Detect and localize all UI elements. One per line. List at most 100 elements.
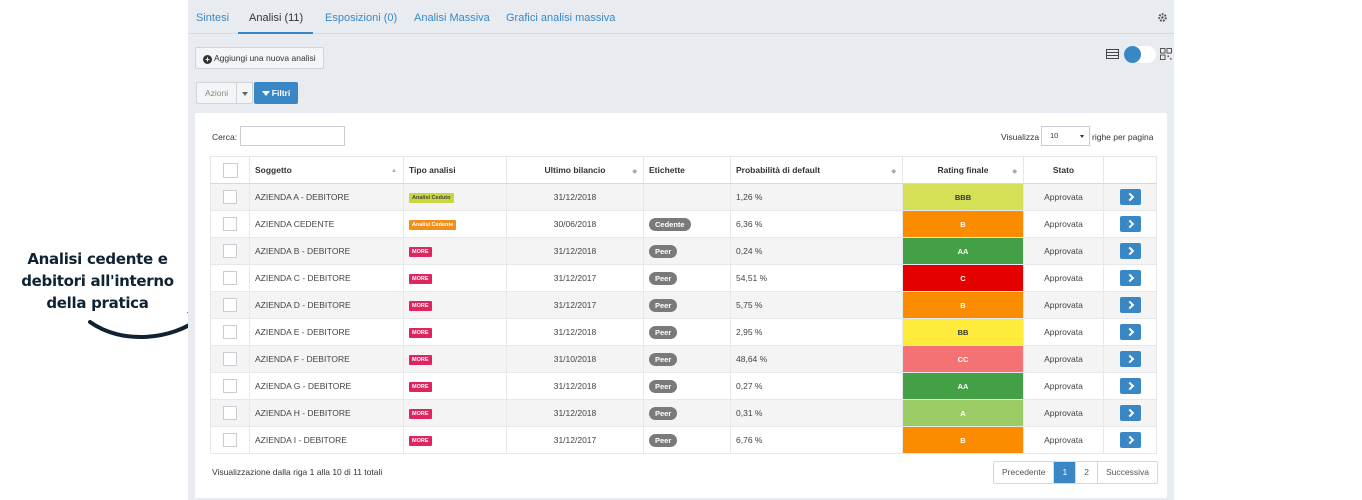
select-all-header bbox=[210, 156, 250, 184]
label-badge: Peer bbox=[649, 406, 678, 420]
cell-rating: B bbox=[902, 210, 1024, 238]
open-analysis-button[interactable] bbox=[1119, 243, 1141, 259]
tab-esposizioni[interactable]: Esposizioni (0) bbox=[325, 12, 398, 24]
header-rating-finale[interactable]: Rating finale ◆ bbox=[902, 156, 1024, 184]
pagination-info: Visualizzazione dalla riga 1 alla 10 di … bbox=[212, 467, 383, 477]
cell-stato: Approvata bbox=[1023, 399, 1104, 427]
page-size-label: Visualizza bbox=[1001, 132, 1040, 142]
table-row: AZIENDA A - DEBITORE Analisi Ceduto 31/12/… bbox=[210, 183, 1157, 211]
open-analysis-button[interactable] bbox=[1119, 351, 1141, 367]
annotation-line: Analisi cedente e bbox=[27, 250, 168, 268]
cell-probabilita: 6,76 % bbox=[730, 426, 903, 454]
open-analysis-button[interactable] bbox=[1119, 216, 1141, 232]
pagination-next[interactable]: Successiva bbox=[1096, 462, 1157, 483]
cell-action bbox=[1103, 183, 1157, 211]
analysis-type-badge: MORE bbox=[409, 382, 432, 392]
sort-icon: ◆ bbox=[632, 169, 637, 175]
open-analysis-button[interactable] bbox=[1119, 378, 1141, 394]
plus-circle-icon: + bbox=[203, 55, 212, 64]
tab-sintesi[interactable]: Sintesi bbox=[196, 12, 230, 24]
tab-analisi-massiva[interactable]: Analisi Massiva bbox=[414, 12, 490, 24]
label-badge: Peer bbox=[649, 352, 678, 366]
filtri-button[interactable]: Filtri bbox=[254, 82, 298, 104]
cell-probabilita: 0,31 % bbox=[730, 399, 903, 427]
open-analysis-button[interactable] bbox=[1119, 432, 1141, 448]
cell-soggetto: AZIENDA A - DEBITORE bbox=[249, 183, 404, 211]
filter-icon bbox=[261, 91, 270, 96]
row-checkbox[interactable] bbox=[223, 433, 237, 447]
add-analysis-button[interactable]: + Aggiungi una nuova analisi bbox=[195, 47, 324, 69]
add-analysis-label: Aggiungi una nuova analisi bbox=[214, 53, 316, 63]
annotation-line: della pratica bbox=[46, 294, 149, 312]
pagination-prev[interactable]: Precedente bbox=[1002, 467, 1046, 477]
cell-stato: Approvata bbox=[1023, 345, 1104, 373]
view-switch bbox=[1106, 46, 1172, 64]
row-checkbox[interactable] bbox=[223, 244, 237, 258]
cell-action bbox=[1103, 237, 1157, 265]
analysis-type-badge: Analisi Ceduto bbox=[409, 193, 454, 203]
table-row: AZIENDA C - DEBITORE MORE 31/12/2017 Peer 54… bbox=[210, 264, 1157, 292]
row-checkbox[interactable] bbox=[223, 217, 237, 231]
row-checkbox[interactable] bbox=[223, 406, 237, 420]
open-analysis-button[interactable] bbox=[1119, 270, 1141, 286]
cell-tipo-analisi: MORE bbox=[403, 291, 507, 319]
grid-view-icon[interactable] bbox=[1160, 48, 1172, 60]
view-toggle[interactable] bbox=[1124, 46, 1156, 63]
row-checkbox[interactable] bbox=[223, 325, 237, 339]
label-badge: Peer bbox=[649, 433, 678, 447]
row-select-cell bbox=[210, 426, 250, 454]
label-badge: Peer bbox=[649, 271, 678, 285]
table-row: AZIENDA D - DEBITORE MORE 31/12/2017 Peer 5,… bbox=[210, 291, 1157, 319]
header-tipo-analisi: Tipo analisi bbox=[403, 156, 507, 184]
row-checkbox[interactable] bbox=[223, 190, 237, 204]
row-checkbox[interactable] bbox=[223, 298, 237, 312]
open-analysis-button[interactable] bbox=[1119, 297, 1141, 313]
caret-down-icon bbox=[1080, 135, 1084, 138]
row-checkbox[interactable] bbox=[223, 379, 237, 393]
cell-stato: Approvata bbox=[1023, 264, 1104, 292]
cell-rating: CC bbox=[902, 345, 1024, 373]
page-size-select[interactable]: 10 bbox=[1041, 126, 1090, 146]
cell-tipo-analisi: MORE bbox=[403, 237, 507, 265]
cell-etichette: Peer bbox=[643, 237, 731, 265]
row-checkbox[interactable] bbox=[223, 271, 237, 285]
cell-etichette: Peer bbox=[643, 426, 731, 454]
open-analysis-button[interactable] bbox=[1119, 189, 1141, 205]
tab-grafici-analisi-massiva[interactable]: Grafici analisi massiva bbox=[506, 12, 616, 24]
label-badge: Peer bbox=[649, 244, 678, 258]
row-checkbox[interactable] bbox=[223, 352, 237, 366]
toggle-knob bbox=[1124, 46, 1141, 63]
cell-ultimo-bilancio: 30/06/2018 bbox=[506, 210, 644, 238]
search-input[interactable] bbox=[240, 126, 345, 146]
analysis-type-badge: MORE bbox=[409, 355, 432, 365]
cell-rating: B bbox=[902, 291, 1024, 319]
cell-probabilita: 54,51 % bbox=[730, 264, 903, 292]
cell-action bbox=[1103, 372, 1157, 400]
select-all-checkbox[interactable] bbox=[222, 162, 238, 178]
cell-rating: AA bbox=[902, 237, 1024, 265]
tab-bar: Sintesi Analisi (11) Esposizioni (0) Ana… bbox=[188, 0, 1174, 34]
pagination-page-2[interactable]: 2 bbox=[1075, 462, 1097, 483]
row-select-cell bbox=[210, 237, 250, 265]
cell-etichette: Peer bbox=[643, 291, 731, 319]
table-view-icon[interactable] bbox=[1106, 49, 1119, 59]
tab-analisi[interactable]: Analisi (11) bbox=[249, 12, 304, 24]
azioni-dropdown[interactable]: Azioni bbox=[196, 82, 253, 104]
open-analysis-button[interactable] bbox=[1119, 405, 1141, 421]
open-analysis-button[interactable] bbox=[1119, 324, 1141, 340]
cell-probabilita: 1,26 % bbox=[730, 183, 903, 211]
sort-asc-icon: ▲ bbox=[391, 168, 397, 174]
cell-probabilita: 5,75 % bbox=[730, 291, 903, 319]
azioni-label: Azioni bbox=[205, 88, 229, 98]
label-badge: Peer bbox=[649, 298, 678, 312]
search-label: Cerca: bbox=[212, 132, 238, 142]
pagination-page-1[interactable]: 1 bbox=[1053, 462, 1076, 483]
header-ultimo-bilancio[interactable]: Ultimo bilancio ◆ bbox=[506, 156, 644, 184]
cell-soggetto: AZIENDA H - DEBITORE bbox=[249, 399, 404, 427]
table-row: AZIENDA B - DEBITORE MORE 31/12/2018 Peer 0,… bbox=[210, 237, 1157, 265]
header-soggetto[interactable]: Soggetto ▲ bbox=[249, 156, 404, 184]
annotation-line: debitori all'interno bbox=[21, 272, 174, 290]
gear-icon[interactable] bbox=[1157, 12, 1168, 23]
header-probabilita-default[interactable]: Probabilità di default ◆ bbox=[730, 156, 903, 184]
app-window: Sintesi Analisi (11) Esposizioni (0) Ana… bbox=[188, 0, 1174, 500]
